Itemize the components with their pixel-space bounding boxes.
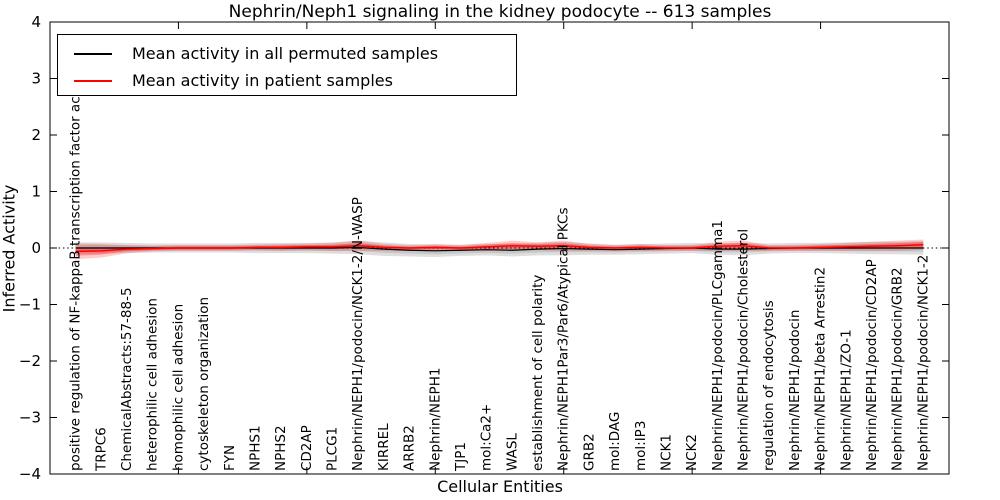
x-axis-title: Cellular Entities (437, 477, 563, 496)
x-category-label: NCK1 (658, 434, 674, 471)
x-category-label: Nephrin/NEPH1/podocin/PLCgamma1 (710, 220, 726, 471)
patient-mean-line (75, 243, 924, 253)
y-tick-label: −3 (19, 409, 41, 427)
x-category-label: KIRREL (376, 423, 392, 471)
y-tick-label: 2 (31, 126, 41, 144)
x-category-label: ChemicalAbstracts:57-88-5 (119, 287, 135, 471)
patient-band-inner (75, 241, 924, 256)
chart-title: Nephrin/Neph1 signaling in the kidney po… (228, 2, 772, 22)
x-category-label: TJP1 (453, 442, 469, 472)
x-category-label: heterophilic cell adhesion (145, 298, 161, 471)
x-category-label: NCK2 (684, 434, 700, 471)
y-tick-label: −2 (19, 352, 41, 370)
x-category-label: positive regulation of NF-kappaB transcr… (68, 62, 84, 471)
x-category-label: mol:IP3 (633, 421, 649, 471)
x-category-label: Nephrin/NEPH1/podocin/NCK1-2 (915, 255, 931, 471)
y-tick-label: −4 (19, 465, 41, 483)
x-category-label: WASL (504, 433, 520, 471)
x-category-label: Nephrin/NEPH1/ZO-1 (838, 329, 854, 471)
legend-item-permuted: Mean activity in all permuted samples (58, 40, 516, 67)
x-category-label: NPHS1 (247, 425, 263, 471)
x-category-label: TRPC6 (93, 427, 109, 472)
x-category-label: Nephrin/NEPH1/podocin/Cholesterol (736, 229, 752, 471)
x-category-label: regulation of endocytosis (761, 300, 777, 471)
patient-line-swatch (74, 79, 112, 82)
x-category-label: mol:DAG (607, 412, 623, 471)
x-category-label: Nephrin/NEPH1/podocin/GRB2 (890, 267, 906, 471)
x-category-label: Nephrin/NEPH1 (427, 368, 443, 471)
y-tick-label: −1 (19, 296, 41, 314)
x-category-label: mol:Ca2+ (479, 404, 495, 471)
x-category-label: FYN (222, 445, 238, 471)
permuted-band-outer (75, 240, 924, 258)
x-category-label: ARRB2 (402, 425, 418, 471)
x-category-label: Nephrin/NEPH1/podocin/CD2AP (864, 259, 880, 471)
x-category-label: homophilic cell adhesion (170, 304, 186, 471)
x-category-label: Nephrin/NEPH1/podocin (787, 310, 803, 471)
x-category-label: PLCG1 (325, 427, 341, 471)
legend-label-permuted: Mean activity in all permuted samples (132, 44, 439, 63)
x-category-label: GRB2 (581, 433, 597, 471)
y-tick-label: 4 (31, 13, 41, 31)
x-category-label: cytoskeleton organization (196, 297, 212, 471)
x-category-label: CD2AP (299, 425, 315, 471)
x-category-label: Nephrin/NEPH1/podocin/NCK1-2/N-WASP (350, 197, 366, 471)
legend: Mean activity in all permuted samples Me… (57, 34, 517, 96)
x-category-label: establishment of cell polarity (530, 275, 546, 471)
y-tick-label: 3 (31, 70, 41, 88)
y-tick-label: 0 (31, 239, 41, 257)
permuted-line-swatch (74, 52, 112, 55)
legend-item-patient: Mean activity in patient samples (58, 67, 516, 94)
y-tick-label: 1 (31, 183, 41, 201)
x-category-label: Nephrin/NEPH1/beta Arrestin2 (813, 267, 829, 471)
x-category-label: NPHS2 (273, 425, 289, 471)
legend-label-patient: Mean activity in patient samples (132, 71, 393, 90)
x-category-label: Nephrin/NEPH1Par3/Par6/Atypical PKCs (556, 208, 572, 472)
